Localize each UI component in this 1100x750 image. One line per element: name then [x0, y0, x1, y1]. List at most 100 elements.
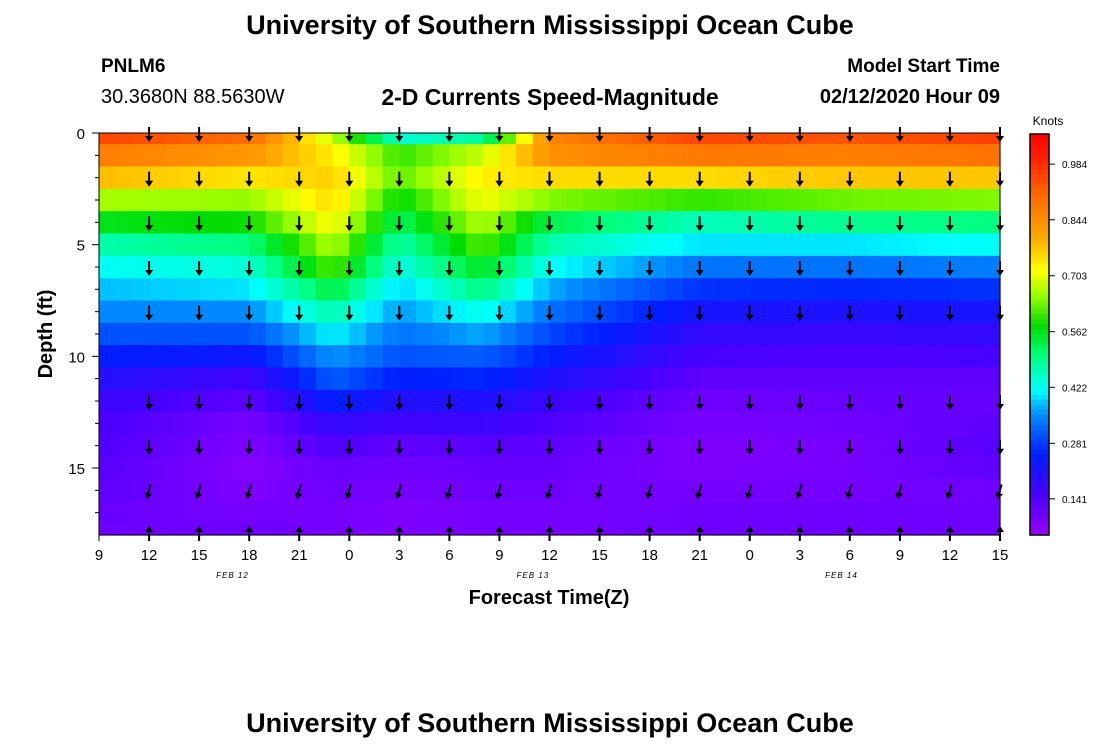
heatmap-cell	[566, 211, 584, 235]
heatmap-cell	[315, 255, 334, 279]
heatmap-cell	[115, 412, 133, 436]
heatmap-cell	[416, 389, 434, 413]
heatmap-cell	[449, 255, 467, 279]
colorbar-segment	[1030, 374, 1049, 381]
heatmap-cell	[966, 479, 984, 503]
colorbar-segment	[1030, 394, 1049, 401]
heatmap-cell	[699, 389, 717, 413]
current-arrow	[895, 395, 904, 410]
heatmap-cell	[833, 166, 851, 190]
heatmap-cell	[365, 434, 384, 458]
heatmap-cell	[432, 389, 450, 413]
heatmap-cell	[149, 501, 167, 525]
heatmap-cell	[365, 523, 384, 536]
heatmap-cell	[182, 144, 200, 168]
heatmap-cell	[382, 188, 400, 212]
heatmap-cell	[916, 278, 934, 302]
current-arrow	[895, 171, 904, 187]
heatmap-cell	[215, 188, 234, 212]
heatmap-cell	[432, 523, 450, 536]
heatmap-cell	[499, 523, 517, 536]
heatmap-cell	[849, 434, 868, 458]
heatmap-cell	[632, 188, 651, 212]
heatmap-cell	[849, 166, 868, 190]
heatmap-cell	[933, 456, 951, 480]
colorbar-segment	[1030, 214, 1049, 220]
current-arrow	[295, 395, 304, 410]
heatmap-cell	[449, 523, 467, 536]
y-tick-label: 5	[77, 238, 85, 255]
heatmap-cell	[799, 278, 818, 302]
heatmap-cell	[599, 300, 617, 324]
model-start-label: Model Start Time	[847, 56, 1000, 77]
heatmap-cell	[983, 434, 1001, 458]
current-arrow	[545, 439, 554, 455]
current-arrow	[145, 171, 154, 187]
heatmap-cell	[799, 211, 818, 235]
heatmap-cell	[466, 479, 484, 503]
heatmap-cell	[182, 188, 200, 212]
heatmap-cell	[182, 367, 200, 391]
heatmap-cell	[349, 211, 367, 235]
heatmap-cell	[249, 501, 267, 525]
heatmap-cell	[616, 367, 634, 391]
heatmap-cell	[232, 456, 250, 480]
heatmap-cell	[449, 412, 467, 436]
heatmap-cell	[99, 255, 117, 279]
heatmap-cell	[766, 523, 784, 536]
heatmap-cell	[966, 322, 984, 346]
heatmap-cell	[866, 133, 884, 145]
current-arrow	[645, 216, 654, 232]
heatmap-cell	[966, 523, 984, 536]
heatmap-cell	[883, 479, 901, 503]
heatmap-cell	[449, 278, 467, 302]
current-arrow	[595, 216, 604, 232]
current-arrow	[395, 216, 404, 232]
heatmap-cell	[799, 300, 818, 324]
heatmap-cell	[899, 345, 918, 369]
current-arrow	[295, 261, 304, 276]
heatmap-cell	[165, 233, 184, 257]
heatmap-cell	[549, 300, 567, 324]
heatmap-cell	[299, 211, 317, 235]
heatmap-cell	[566, 322, 584, 346]
heatmap-cell	[949, 479, 968, 503]
heatmap-cell	[499, 434, 517, 458]
heatmap-cell	[499, 166, 517, 190]
heatmap-cell	[966, 144, 984, 168]
heatmap-cell	[666, 456, 684, 480]
heatmap-cell	[332, 166, 350, 190]
heatmap-cell	[566, 389, 584, 413]
heatmap-cell	[916, 389, 934, 413]
heatmap-cell	[265, 434, 284, 458]
heatmap-cell	[983, 144, 1001, 168]
heatmap-cell	[99, 501, 117, 525]
heatmap-cell	[983, 166, 1001, 190]
heatmap-cell	[883, 166, 901, 190]
current-arrow	[294, 484, 303, 499]
heatmap-cell	[616, 233, 634, 257]
current-arrow	[145, 216, 154, 232]
colorbar-gradient	[1030, 134, 1049, 536]
heatmap-cell	[115, 166, 133, 190]
heatmap-cell	[883, 501, 901, 525]
heatmap-cell	[282, 300, 300, 324]
heatmap-cell	[382, 133, 400, 145]
heatmap-cell	[899, 255, 918, 279]
heatmap-cell	[949, 233, 968, 257]
heatmap-cell	[816, 389, 834, 413]
heatmap-cell	[849, 523, 868, 536]
heatmap-cell	[99, 133, 117, 145]
heatmap-cell	[733, 133, 751, 145]
current-arrow	[494, 484, 503, 499]
current-arrow	[795, 439, 804, 455]
heatmap-cell	[733, 255, 751, 279]
current-arrow	[245, 439, 254, 455]
heatmap-cell	[115, 233, 133, 257]
heatmap-cell	[382, 434, 400, 458]
heatmap-cell	[632, 523, 651, 536]
heatmap-cell	[232, 345, 250, 369]
heatmap-cell	[132, 278, 150, 302]
heatmap-cell	[215, 255, 234, 279]
heatmap-cell	[149, 255, 167, 279]
